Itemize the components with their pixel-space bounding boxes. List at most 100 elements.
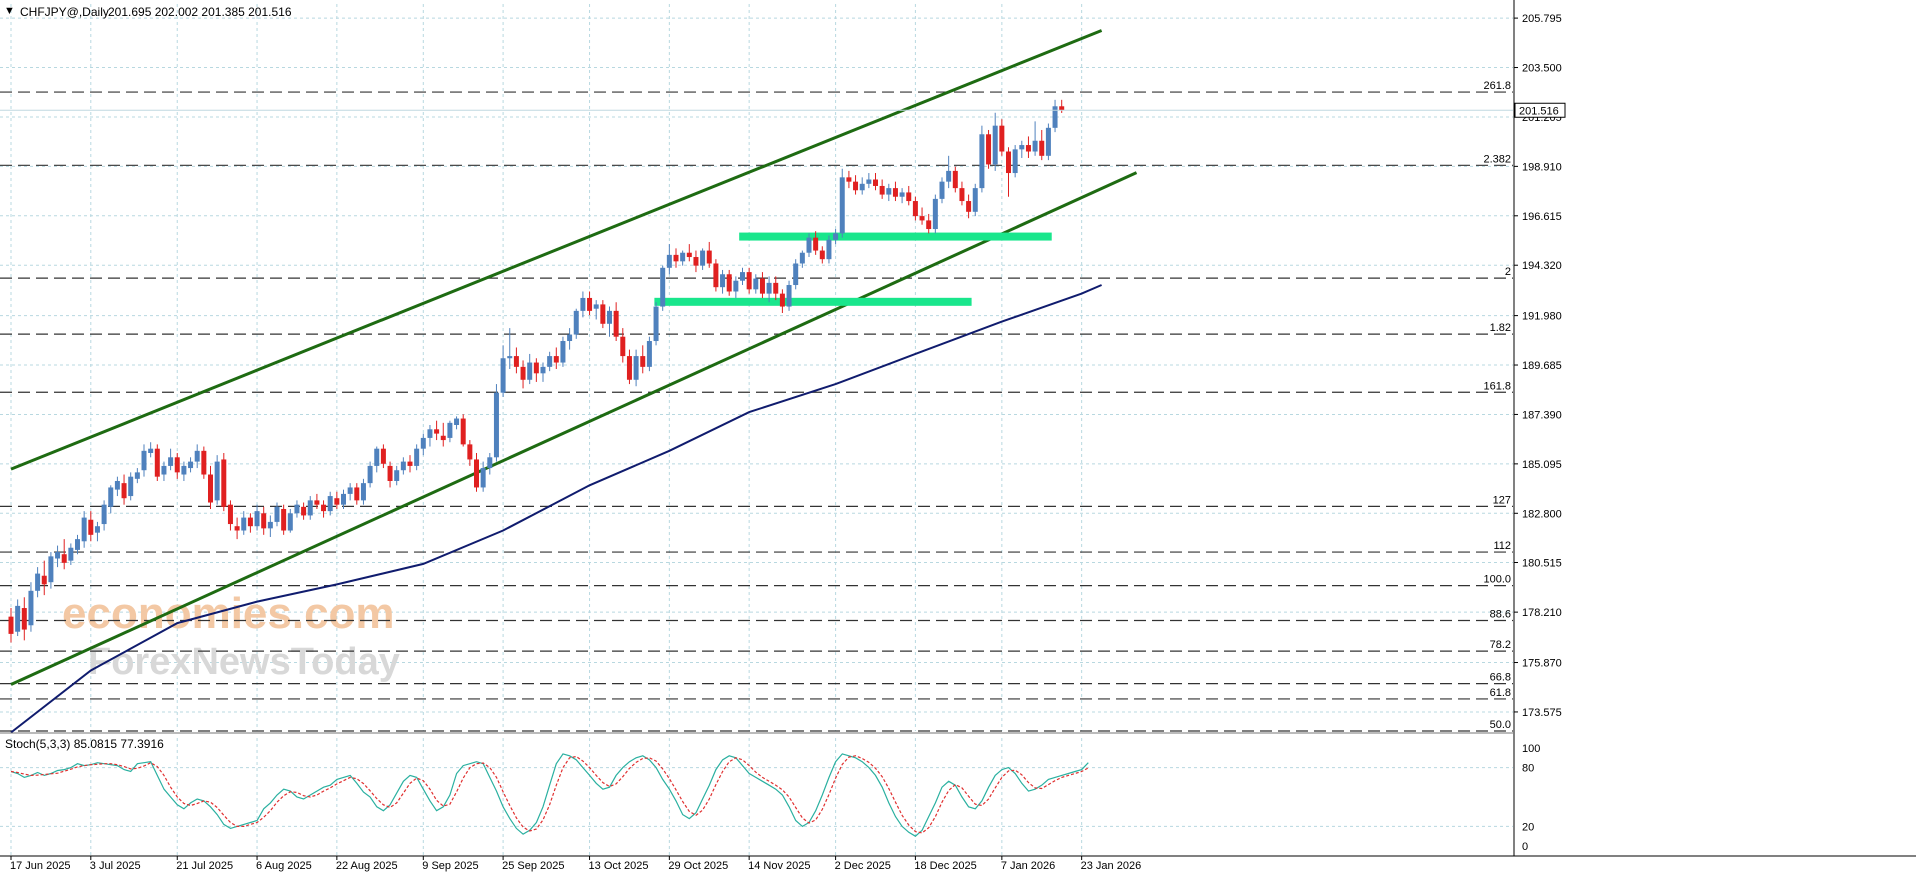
candles [8,99,1065,643]
candle-body [626,356,632,380]
candle-body [148,448,154,453]
candle [1019,140,1025,158]
candle-body [254,511,260,527]
candle-body [1052,106,1058,128]
time-tick-label: 17 Jun 2025 [10,860,71,872]
candle [793,259,799,290]
candle-body [580,297,586,311]
candle [61,539,67,570]
candle-body [294,504,300,514]
candle [267,515,273,537]
candle [121,474,127,505]
candle-body [141,450,147,471]
candle-body [926,220,932,230]
time-tick-label: 29 Oct 2025 [668,860,728,872]
candle [55,545,61,568]
grid [0,4,1513,856]
candle-body [128,476,134,497]
candle-body [367,465,373,484]
candle [341,489,346,509]
candle-body [327,496,333,512]
candle-body [912,201,918,217]
candle-body [487,457,493,469]
support-zone [654,297,972,306]
price-tick-label: 182.800 [1522,508,1562,520]
candle [294,500,300,518]
time-tick-label: 22 Aug 2025 [336,860,398,872]
candle-body [999,125,1005,152]
moving-average [10,284,1102,734]
candle-body [992,125,998,165]
candle [1012,145,1018,178]
candle-body [686,252,692,258]
candle-body [553,356,559,363]
candle [899,188,905,204]
candle-body [660,267,666,307]
candle [799,250,805,268]
candle [680,250,686,266]
candle-body [959,188,965,202]
candle-body [274,506,280,522]
symbol-label: CHFJPY@,Daily [20,5,109,19]
candle [553,347,559,370]
candle-body [620,336,626,357]
candle [227,500,233,531]
candle-body [121,483,127,499]
candle [879,179,885,199]
candle-body [919,216,925,221]
fib-label: 261.8 [1483,80,1511,92]
candle [174,452,180,479]
candle [1025,136,1031,158]
candle-body [866,179,872,184]
candle-body [321,504,327,512]
current-price-box [1514,102,1566,118]
candle-body [986,134,992,165]
candle-body [726,274,732,292]
fib-label: 127 [1493,494,1511,506]
candle-body [347,487,353,494]
candle-body [400,461,406,471]
time-tick-label: 21 Jul 2025 [176,860,233,872]
candle-body [533,362,539,374]
candle [607,306,612,337]
candle-body [387,465,393,481]
stoch-main-line [10,753,1089,837]
ma-line [10,284,1102,734]
candle [480,461,486,492]
candle-body [281,508,287,531]
candle-body [493,392,499,458]
candle-body [853,181,859,191]
candle-body [261,513,267,529]
candle [726,269,732,296]
candle-body [859,183,865,191]
candle [81,511,87,548]
candle-body [55,552,61,559]
candle [1052,99,1058,133]
candle-body [75,539,80,550]
stoch-header: Stoch(5,3,3) 85.0815 77.3916 [5,737,164,751]
candle [467,440,473,466]
candle-body [460,418,466,445]
candle-body [939,181,945,199]
candle [114,476,120,497]
candle-body [527,362,533,380]
candle-body [746,272,752,290]
fib-label: 1.82 [1490,322,1511,334]
candle-body [713,263,719,288]
candle [148,442,154,458]
candle-body [753,278,759,290]
menu-arrow-icon[interactable]: ▼ [4,5,15,17]
candle [759,272,765,298]
candle [434,420,440,441]
fib-label: 100.0 [1483,574,1511,586]
time-tick-label: 23 Jan 2026 [1081,860,1142,872]
candle [912,196,918,221]
candle [420,433,426,456]
candle [740,267,745,286]
candle [41,560,47,596]
candle-body [161,465,167,475]
price-tick-label: 205.795 [1522,13,1562,25]
candle [181,461,187,481]
candle-body [334,498,340,505]
candle [547,351,553,372]
